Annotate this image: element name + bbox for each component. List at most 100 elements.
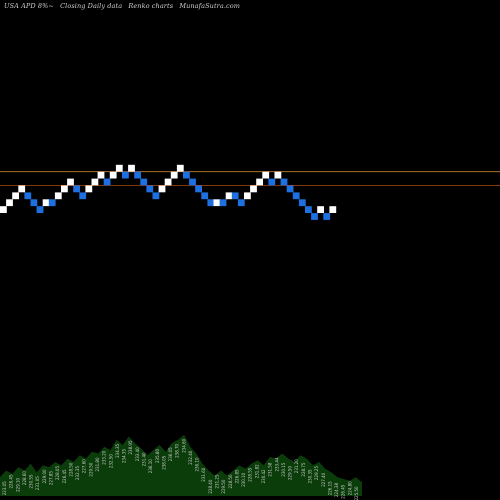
date-label: 238.05 — [161, 455, 166, 469]
date-label: 234.35 — [115, 443, 120, 457]
date-label: 224.80 — [347, 481, 352, 495]
renko-brick-up — [244, 192, 251, 200]
date-label: 227.60 — [82, 459, 87, 473]
renko-brick-up — [54, 192, 62, 200]
renko-brick-down — [231, 192, 239, 200]
renko-brick-up — [225, 192, 233, 200]
date-label: 238.95 — [128, 440, 133, 454]
renko-brick-down — [152, 192, 160, 200]
date-label: 229.50 — [221, 479, 226, 493]
date-label: 231.20 — [294, 459, 299, 473]
renko-brick-up — [213, 199, 221, 207]
date-label: 231.40 — [142, 452, 147, 466]
date-label: 229.00 — [42, 469, 47, 483]
date-label: 236.05 — [168, 447, 173, 461]
date-label: 230.42 — [261, 469, 266, 483]
date-label: 233.20 — [102, 450, 107, 464]
renko-brick-up — [18, 185, 26, 193]
renko-brick-down — [189, 178, 196, 186]
renko-brick-up — [0, 206, 7, 213]
date-label: 232.50 — [108, 454, 113, 468]
date-label: 228.50 — [68, 462, 73, 476]
date-label: 233.44 — [274, 457, 279, 471]
symbol-label: USA APD 8%~ — [4, 2, 54, 10]
renko-brick-up — [158, 185, 166, 193]
bricks-layer — [0, 164, 337, 220]
renko-brick-down — [48, 199, 56, 207]
renko-brick-down — [237, 199, 245, 207]
renko-brick-up — [262, 171, 270, 179]
renko-brick-up — [12, 192, 19, 200]
renko-brick-down — [146, 185, 154, 193]
renko-brick-down — [30, 199, 38, 207]
renko-brick-down — [280, 178, 288, 186]
renko-brick-up — [42, 199, 50, 207]
date-label: 228.60 — [22, 471, 27, 485]
date-label: 238.70 — [175, 443, 180, 457]
date-label: 236.10 — [148, 459, 153, 473]
renko-brick-up — [329, 206, 337, 213]
date-label: 229.50 — [288, 466, 293, 480]
renko-brick-up — [115, 164, 123, 172]
date-label: 236.10 — [195, 457, 200, 471]
date-label: 230.10 — [241, 472, 246, 486]
renko-brick-down — [183, 171, 190, 179]
renko-brick-up — [274, 171, 282, 179]
renko-brick-down — [323, 213, 331, 220]
date-label: 227.40 — [321, 472, 326, 486]
date-label: 231.58 — [268, 462, 273, 476]
renko-brick-up — [85, 185, 93, 193]
renko-brick-down — [207, 199, 215, 207]
volume-area — [0, 434, 362, 496]
date-label: 226.45 — [341, 484, 346, 498]
renko-brick-down — [140, 178, 148, 186]
date-label: 234.60 — [181, 438, 186, 452]
date-label: 232.35 — [75, 466, 80, 480]
date-label: 227.85 — [49, 471, 54, 485]
renko-brick-down — [201, 192, 209, 200]
renko-brick-up — [176, 164, 184, 172]
renko-brick-up — [6, 199, 13, 207]
date-label: 231.80 — [95, 457, 100, 471]
renko-brick-down — [292, 192, 300, 200]
reference-lines-layer — [0, 171, 500, 186]
renko-brick-down — [24, 192, 32, 200]
closing-label: Closing Daily data — [60, 2, 123, 10]
renko-brick-down — [268, 178, 276, 186]
renko-brick-down — [122, 171, 129, 179]
date-label: 233.40 — [135, 447, 140, 461]
renko-brick-up — [256, 178, 263, 186]
date-label: 232.40 — [188, 450, 193, 464]
date-label: 229.25 — [314, 466, 319, 480]
date-label: 229.10 — [15, 477, 20, 491]
renko-brick-up — [164, 178, 172, 186]
renko-brick-down — [134, 171, 141, 179]
date-label: 231.60 — [201, 467, 206, 481]
renko-brick-down — [286, 185, 294, 193]
renko-brick-up — [67, 178, 74, 186]
renko-brick-down — [311, 213, 318, 220]
chart-name-label: Renko charts — [128, 2, 174, 10]
date-label: 228.05 — [55, 466, 60, 480]
date-label: 235.80 — [155, 449, 160, 463]
date-label: 230.55 — [29, 474, 34, 488]
renko-brick-up — [317, 206, 324, 213]
date-label: 226.45 — [62, 469, 67, 483]
renko-brick-up — [109, 171, 117, 179]
date-label: 234.35 — [122, 449, 127, 463]
date-label: 231.82 — [254, 464, 259, 478]
site-label: MunafaSutra.com — [179, 2, 241, 10]
date-label: 226.45 — [9, 474, 14, 488]
date-label: 228.50 — [228, 474, 233, 488]
renko-brick-down — [36, 206, 44, 213]
renko-brick-down — [195, 185, 202, 193]
date-label: 231.25 — [215, 474, 220, 488]
date-label: 226.85 — [235, 469, 240, 483]
renko-brick-up — [91, 178, 99, 186]
date-label: 228.75 — [301, 462, 306, 476]
date-labels-layer: 223.05 226.45 229.10 228.60 230.55 231.05 229.… — [2, 438, 359, 500]
date-label: 231.05 — [35, 476, 40, 490]
renko-brick-up — [250, 185, 257, 193]
volume-area-layer — [0, 434, 362, 496]
